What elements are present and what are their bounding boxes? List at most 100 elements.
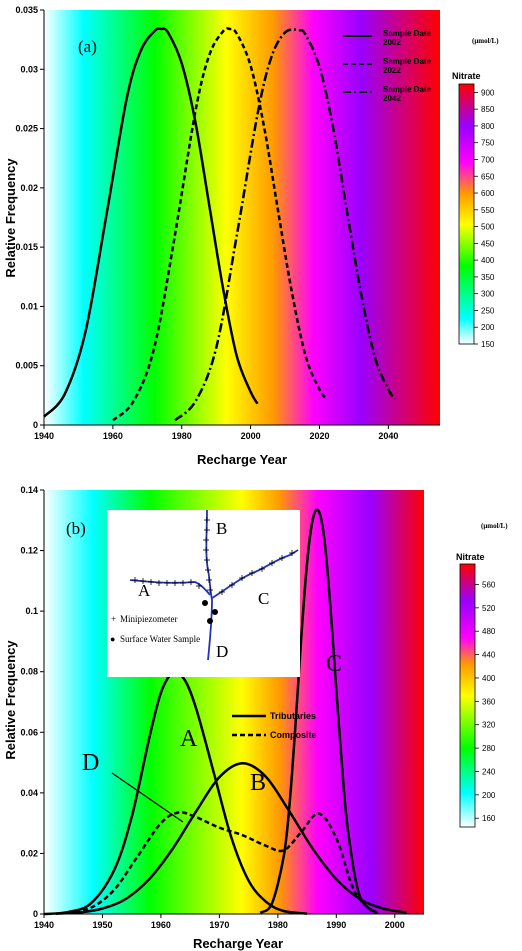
panel-a-ytick-label: 0.005	[15, 361, 38, 371]
colorbar-a-tick-label: 850	[481, 105, 495, 114]
colorbar-a-tick-label: 450	[481, 239, 495, 248]
legend-b-tributaries: Tributaries	[270, 711, 316, 721]
inset-sample-point	[207, 618, 213, 624]
panel-b-xlabel: Recharge Year	[193, 936, 283, 951]
panel-b-colorbar: (μmol/L) Nitrate 560 520 480 440 400 360 320 28…	[456, 522, 508, 828]
panel-a-xlabel: Recharge Year	[197, 452, 287, 467]
colorbar-a-title: Nitrate	[452, 71, 481, 81]
panel-b-ytick-label: 0.02	[20, 848, 38, 858]
inset-legend-symbol-dot: ●	[110, 634, 115, 644]
colorbar-a-tick-label: 700	[481, 155, 495, 164]
inset-legend-minipiezometer: Minipiezometer	[120, 614, 177, 624]
panel-a-xtick-label: 1940	[34, 431, 54, 441]
panel-b-legend: Tributaries Composite	[232, 711, 317, 740]
colorbar-b-bar	[459, 563, 476, 828]
legend-a-1-line2: 2002	[383, 38, 401, 47]
inset-label-b: B	[216, 519, 227, 538]
panel-b-xtick-label: 1970	[209, 920, 229, 930]
colorbar-b-tick-label: 200	[482, 791, 496, 800]
colorbar-b-tick-label: 240	[482, 767, 496, 776]
inset-sample-point	[212, 609, 218, 615]
colorbar-a-tick-label: 650	[481, 172, 495, 181]
colorbar-b-title: Nitrate	[456, 552, 485, 562]
legend-a-3-line1: Sample Date	[383, 85, 432, 94]
colorbar-a-unit: (μmol/L)	[472, 37, 499, 45]
panel-b-series-line-3	[259, 508, 379, 915]
panel-a-background	[44, 10, 440, 425]
colorbar-a-tick-label: 300	[481, 290, 495, 299]
panel-a-series-line-2	[112, 27, 328, 422]
legend-a-2-line1: Sample Date	[383, 57, 432, 66]
colorbar-b-tick-label: 520	[482, 604, 496, 613]
panel-a-ticks: 1940 1960 1980 2000 2020 2040 0 0.005 0.01 0.015 0…	[15, 5, 398, 441]
inset-label-c: C	[258, 589, 269, 608]
panel-a-ytick-label: 0	[33, 420, 38, 430]
colorbar-a-tick-label: 750	[481, 139, 495, 148]
panel-b-xtick-label: 1990	[326, 920, 346, 930]
panel-a-ytick-label: 0.035	[15, 5, 38, 15]
inset-label-d: D	[216, 642, 228, 661]
panel-a-ytick-label: 0.01	[20, 301, 38, 311]
panel-b-ytick-label: 0.12	[20, 546, 38, 556]
panel-a-xtick-label: 2040	[378, 431, 398, 441]
panel-a-legend: Sample Date 2002 Sample Date 2022 Sample…	[343, 29, 432, 103]
colorbar-b-tick-label: 360	[482, 697, 496, 706]
colorbar-a-bar	[458, 83, 475, 345]
panel-b-xtick-label: 1980	[268, 920, 288, 930]
colorbar-b-tick-label: 160	[482, 814, 496, 823]
colorbar-b-tick-label: 400	[482, 674, 496, 683]
colorbar-b-unit: (μmol/L)	[481, 522, 508, 530]
inset-river-a	[129, 579, 211, 596]
panel-a-series-line-3	[174, 28, 397, 422]
legend-a-2-line2: 2022	[383, 66, 401, 75]
colorbar-a-tick-label: 500	[481, 223, 495, 232]
colorbar-a-tick-label: 600	[481, 189, 495, 198]
panel-a-label: (a)	[78, 37, 97, 56]
panel-a-series-line-1	[43, 27, 259, 418]
curve-d-pointer	[111, 772, 184, 823]
panel-b-ytick-label: 0.04	[20, 788, 38, 798]
panel-b-series-line-2	[55, 761, 407, 915]
curve-label-d: D	[82, 750, 99, 776]
colorbar-b-tick-label: 320	[482, 721, 496, 730]
colorbar-a-tick-label: 900	[481, 88, 495, 97]
panel-b-ticks: 1940 1950 1960 1970 1980 1990 2000 0 0.02 0.04 0.0…	[20, 485, 404, 930]
panel-b-xtick-label: 2000	[385, 920, 405, 930]
panel-b-xtick-label: 1940	[34, 920, 54, 930]
panel-b-label: (b)	[66, 519, 86, 538]
colorbar-b-tick-label: 480	[482, 627, 496, 636]
colorbar-b-tick-label: 440	[482, 651, 496, 660]
panel-a-ytick-label: 0.025	[15, 124, 38, 134]
panel-a-xtick-label: 1960	[103, 431, 123, 441]
panel-b-ytick-label: 0.1	[25, 606, 38, 616]
panel-b-series-line-4	[67, 811, 373, 915]
panel-b-xtick-label: 1960	[151, 920, 171, 930]
legend-a-3-line2: 2042	[383, 94, 401, 103]
panel-a: 1940 1960 1980 2000 2020 2040 0 0.005 0.01 0.015 0…	[3, 5, 499, 467]
inset-legend-surface-water: Surface Water Sample	[120, 634, 200, 644]
inset-sample-point	[202, 600, 208, 606]
colorbar-a-tick-label: 150	[481, 340, 495, 349]
legend-a-1-line1: Sample Date	[383, 29, 432, 38]
panel-a-xtick-label: 1980	[172, 431, 192, 441]
legend-b-composite: Composite	[270, 730, 317, 740]
panel-b-ylabel: Relative Frequency	[3, 640, 18, 760]
colorbar-b-tick-label: 280	[482, 744, 496, 753]
colorbar-a-tick-label: 400	[481, 256, 495, 265]
panel-a-xtick-label: 2000	[241, 431, 261, 441]
panel-b-ytick-label: 0.08	[20, 667, 38, 677]
colorbar-a-tick-label: 350	[481, 273, 495, 282]
colorbar-a-tick-label: 550	[481, 206, 495, 215]
panel-b-ytick-label: 0	[33, 909, 38, 919]
panel-a-ytick-label: 0.03	[20, 64, 38, 74]
panel-a-ytick-label: 0.015	[15, 242, 38, 252]
inset-map-background	[107, 510, 300, 677]
panel-b-ytick-label: 0.14	[20, 485, 38, 495]
colorbar-b-tick-label: 560	[482, 580, 496, 589]
panel-b: 1940 1950 1960 1970 1980 1990 2000 0 0.02 0.04 0.0…	[3, 485, 508, 951]
inset-label-a: A	[138, 581, 151, 600]
colorbar-a-tick-label: 250	[481, 306, 495, 315]
panel-a-ylabel: Relative Frequency	[3, 158, 18, 278]
colorbar-a-tick-label: 200	[481, 323, 495, 332]
